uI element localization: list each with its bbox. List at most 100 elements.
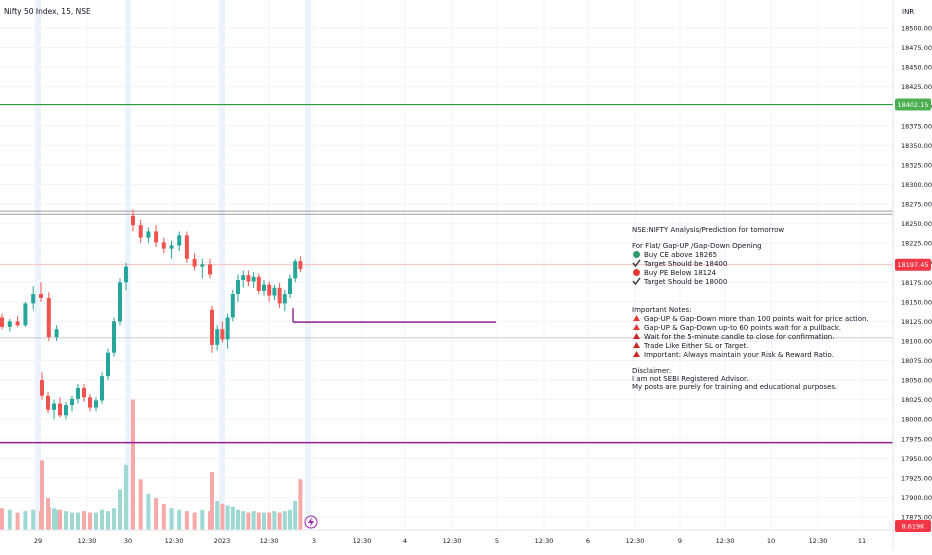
volume-bar bbox=[40, 460, 44, 530]
candle-body bbox=[64, 405, 68, 416]
volume-bar bbox=[82, 511, 86, 530]
price-tick-label: 18350.00 bbox=[901, 142, 932, 150]
volume-bar bbox=[7, 509, 12, 530]
time-tick-label: 12:30 bbox=[809, 537, 828, 545]
time-tick-label: 12:30 bbox=[626, 537, 645, 545]
volume-bar bbox=[54, 509, 59, 530]
volume-bar bbox=[88, 512, 92, 530]
price-tick-label: 18300.00 bbox=[901, 181, 932, 189]
time-tick-label: 10 bbox=[767, 537, 775, 545]
candle-body bbox=[215, 329, 220, 345]
volume-bar bbox=[298, 479, 303, 530]
price-tick-label: 18475.00 bbox=[901, 44, 932, 52]
lightning-icon[interactable] bbox=[304, 515, 318, 529]
volume-bar bbox=[112, 508, 116, 530]
candle-body bbox=[251, 276, 256, 282]
note-line: Trade Like Either SL or Target. bbox=[643, 342, 748, 350]
warning-icon bbox=[633, 351, 640, 357]
price-tick-label: 18075.00 bbox=[901, 357, 932, 365]
volume-bar bbox=[131, 399, 135, 530]
price-tick-label: 18175.00 bbox=[901, 279, 932, 287]
volume-bar bbox=[100, 509, 104, 530]
warning-icon bbox=[633, 342, 640, 348]
volume-bar bbox=[138, 479, 143, 530]
price-tick-label: 18025.00 bbox=[901, 396, 932, 404]
price-tick-label: 17900.00 bbox=[901, 494, 932, 502]
target-price-badge: 18402.15 bbox=[897, 101, 928, 109]
time-tick-label: 30 bbox=[124, 537, 132, 545]
target-price-badge-bg bbox=[895, 98, 931, 111]
time-tick-label: 5 bbox=[495, 537, 499, 545]
candle-body bbox=[161, 242, 166, 249]
volume-bar bbox=[262, 512, 266, 530]
candle-body bbox=[100, 376, 104, 401]
candle-body bbox=[46, 297, 51, 338]
time-tick-label: 29 bbox=[34, 537, 42, 545]
candle-body bbox=[52, 403, 56, 410]
price-tick-label: 18325.00 bbox=[901, 161, 932, 169]
candle-body bbox=[272, 287, 277, 296]
disclaimer-title: Disclaimer: bbox=[632, 367, 671, 375]
time-tick-label: 12:30 bbox=[716, 537, 735, 545]
volume-bar bbox=[277, 512, 282, 530]
volume-bar bbox=[184, 511, 189, 530]
candle-body bbox=[169, 245, 174, 249]
candle-body bbox=[15, 321, 20, 326]
price-tick-label: 18425.00 bbox=[901, 83, 932, 91]
last-price-badge-bg bbox=[895, 258, 931, 271]
volume-bar bbox=[272, 511, 277, 530]
volume-bar bbox=[230, 506, 235, 530]
candle-body bbox=[23, 303, 28, 326]
candle-body bbox=[256, 276, 261, 291]
time-tick-label: 6 bbox=[586, 537, 590, 545]
candle-body bbox=[88, 397, 92, 408]
candle-body bbox=[184, 235, 189, 259]
volume-bar bbox=[267, 512, 272, 530]
candle-body bbox=[282, 294, 287, 304]
annotation-line: Buy PE Below 18124 bbox=[644, 269, 717, 277]
disclaimer-line: I am not SEBI Registered Advisor. bbox=[632, 375, 749, 383]
volume-bar bbox=[200, 509, 205, 530]
price-tick-label: 18100.00 bbox=[901, 337, 932, 345]
green-circle-icon bbox=[633, 251, 640, 258]
volume-bar bbox=[46, 498, 50, 530]
price-tick-label: 18225.00 bbox=[901, 240, 932, 248]
time-tick-label: 12:30 bbox=[78, 537, 97, 545]
volume-bar bbox=[31, 509, 36, 530]
check-icon bbox=[632, 277, 641, 286]
time-tick-label: 9 bbox=[678, 537, 682, 545]
note-line: Gap-UP & Gap-Down more than 100 points w… bbox=[644, 315, 869, 323]
volume-bar bbox=[251, 511, 256, 530]
price-tick-label: 18500.00 bbox=[901, 25, 932, 33]
volume-badge-bg bbox=[895, 520, 931, 532]
volume-bar bbox=[23, 511, 28, 530]
candle-body bbox=[220, 329, 225, 340]
annotation-line: Target Should be 18000 bbox=[643, 278, 727, 286]
candle-body bbox=[236, 279, 240, 295]
volume-bar bbox=[225, 505, 230, 530]
candle-body bbox=[298, 261, 303, 269]
annotation-subtitle: For Flat/ Gap-UP /Gap-Down Opening bbox=[632, 242, 762, 250]
candle-body bbox=[76, 387, 80, 399]
volume-bar bbox=[169, 508, 174, 530]
candle-body bbox=[200, 264, 205, 267]
time-tick-label: 12:30 bbox=[165, 537, 184, 545]
candle-body bbox=[277, 287, 282, 304]
volume-bar bbox=[124, 464, 128, 530]
red-triangle-icon bbox=[633, 324, 640, 330]
disclaimer-line: My posts are purely for training and edu… bbox=[632, 383, 837, 391]
volume-bar bbox=[177, 509, 182, 530]
candle-body bbox=[58, 403, 62, 416]
warning-icon bbox=[633, 333, 640, 339]
volume-bar bbox=[70, 512, 74, 530]
annotation-line: Buy CE above 18265 bbox=[644, 251, 717, 259]
volume-bar bbox=[246, 512, 251, 530]
candle-body bbox=[54, 329, 59, 338]
price-tick-label: 18150.00 bbox=[901, 298, 932, 306]
time-tick-label: 12:30 bbox=[443, 537, 462, 545]
time-tick-label: 3 bbox=[312, 537, 316, 545]
candle-body bbox=[267, 284, 272, 296]
volume-bar bbox=[15, 512, 20, 530]
